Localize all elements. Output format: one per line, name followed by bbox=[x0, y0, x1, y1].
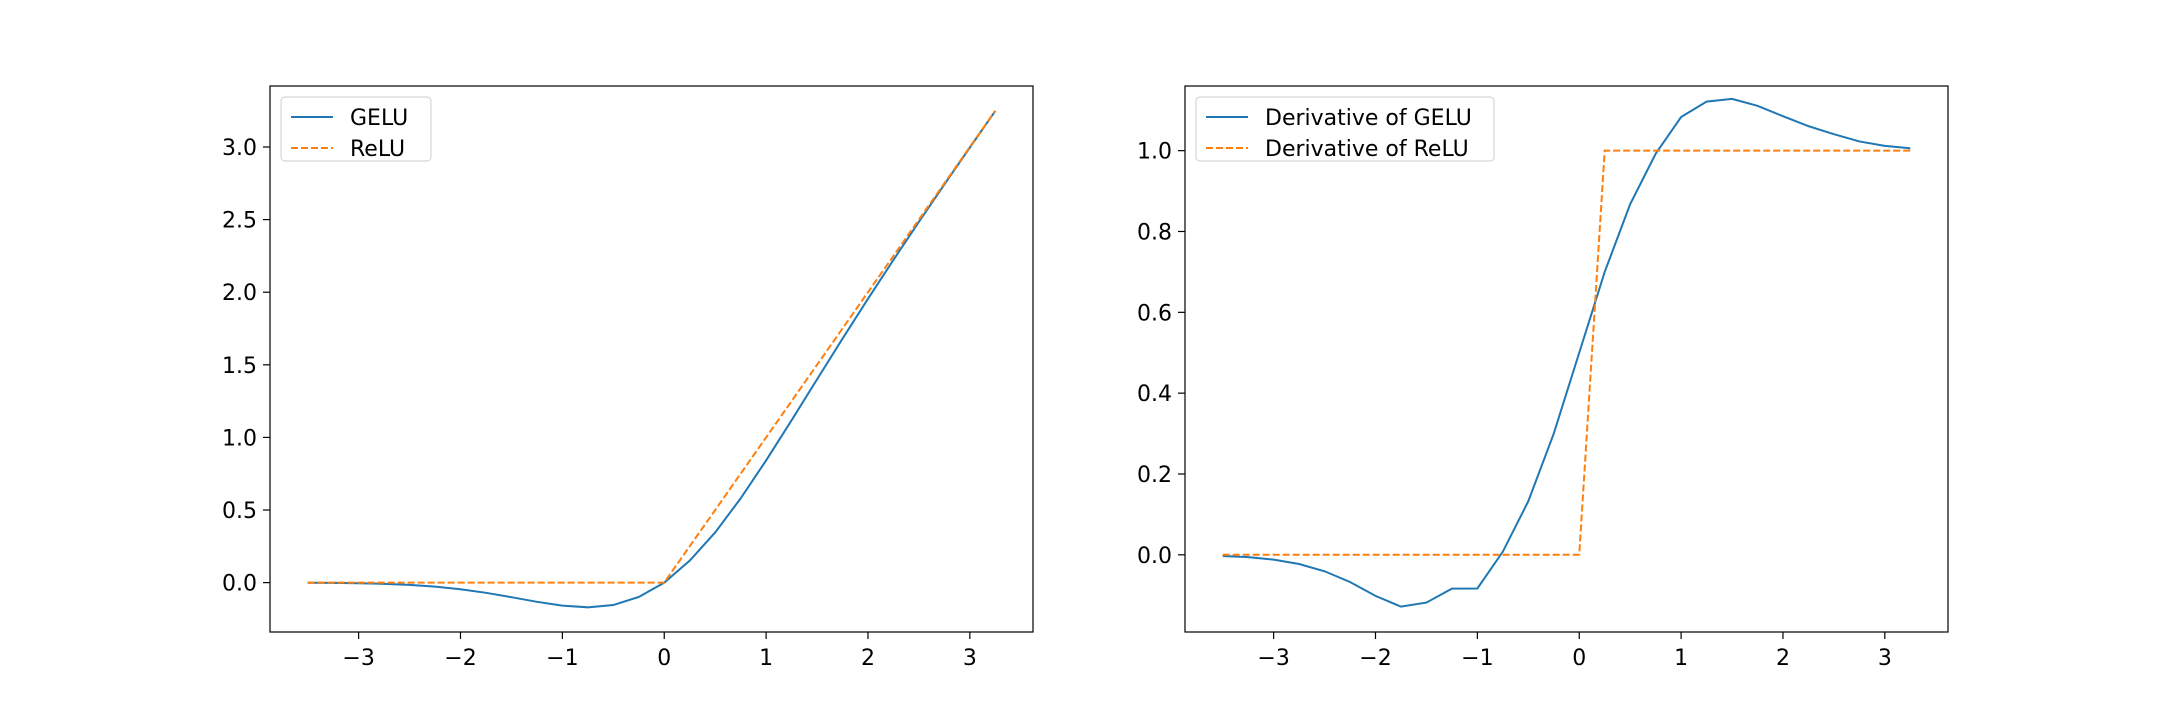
legend: GELU ReLU bbox=[280, 96, 432, 162]
x-tick-label: 1 bbox=[759, 646, 773, 671]
series-line-2 bbox=[307, 110, 997, 584]
legend: Derivative of GELU Derivative of ReLU bbox=[1195, 96, 1495, 162]
x-tick-label: −2 bbox=[444, 646, 476, 671]
x-tick-label: 2 bbox=[861, 646, 875, 671]
y-tick-label: 0.5 bbox=[222, 499, 257, 524]
axes-frame bbox=[1184, 85, 1949, 633]
x-tick-label: 0 bbox=[1572, 646, 1586, 671]
x-tick-label: −1 bbox=[1461, 646, 1493, 671]
y-tick-label: 0.8 bbox=[1137, 220, 1172, 245]
x-tick-label: 3 bbox=[963, 646, 977, 671]
series-line-1 bbox=[1222, 97, 1911, 608]
y-tick-label: 3.0 bbox=[222, 136, 257, 161]
legend-box bbox=[1195, 96, 1495, 162]
x-tick-label: −2 bbox=[1359, 646, 1391, 671]
y-tick-label: 1.5 bbox=[222, 354, 257, 379]
derivatives-chart: −3 −2 −1 0 1 2 3 0.0 0.2 0.4 0.6 0.8 1.0 Derivative o… bbox=[1137, 85, 1949, 671]
series-line-1 bbox=[307, 110, 997, 609]
gelu-relu-chart: −3 −2 −1 0 1 2 3 0.0 0.5 1.0 1.5 2.0 2.5 3.0 GELU ReLU bbox=[222, 85, 1034, 671]
legend-label-2: ReLU bbox=[350, 137, 405, 162]
y-tick-label: 1.0 bbox=[1137, 140, 1172, 165]
legend-box bbox=[280, 96, 432, 162]
y-tick-label: 0.4 bbox=[1137, 382, 1172, 407]
y-tick-label: 0.0 bbox=[222, 572, 257, 597]
legend-label-2: Derivative of ReLU bbox=[1265, 137, 1469, 162]
legend-label-1: Derivative of GELU bbox=[1265, 106, 1472, 131]
y-tick-label: 1.0 bbox=[222, 426, 257, 451]
y-tick-label: 0.2 bbox=[1137, 463, 1172, 488]
y-tick-label: 2.5 bbox=[222, 209, 257, 234]
axes-frame bbox=[269, 85, 1034, 633]
x-tick-label: −1 bbox=[546, 646, 578, 671]
x-tick-label: 3 bbox=[1878, 646, 1892, 671]
x-tick-label: 1 bbox=[1674, 646, 1688, 671]
legend-label-1: GELU bbox=[350, 106, 408, 131]
x-tick-label: −3 bbox=[1257, 646, 1289, 671]
y-tick-label: 0.6 bbox=[1137, 301, 1172, 326]
series-line-2 bbox=[1222, 149, 1911, 556]
x-tick-label: 2 bbox=[1776, 646, 1790, 671]
x-tick-label: −3 bbox=[342, 646, 374, 671]
x-tick-label: 0 bbox=[657, 646, 671, 671]
y-tick-label: 2.0 bbox=[222, 281, 257, 306]
y-tick-label: 0.0 bbox=[1137, 544, 1172, 569]
